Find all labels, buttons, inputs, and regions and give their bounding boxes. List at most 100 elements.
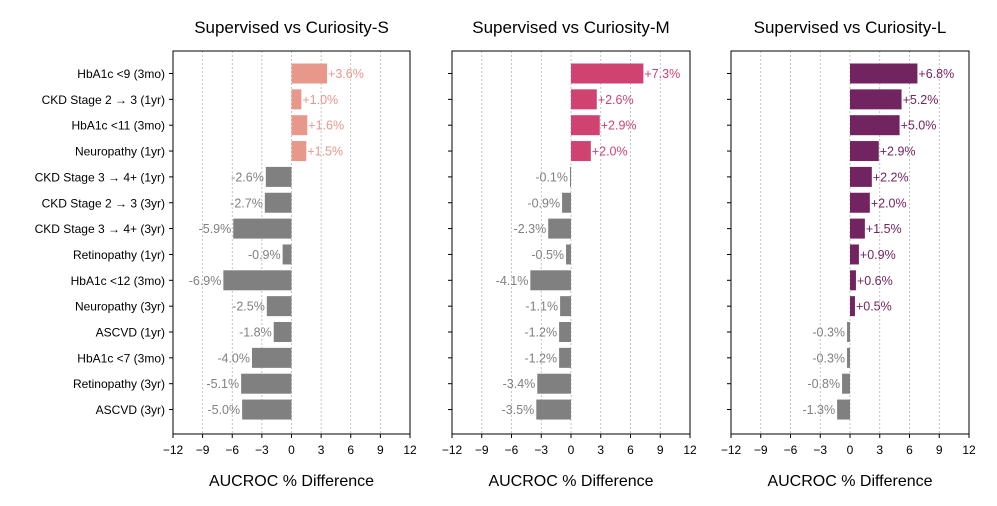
x-tick-label: 3 — [876, 443, 883, 457]
bar-value-label: +1.5% — [307, 145, 343, 159]
bar-value-label: +7.3% — [644, 67, 680, 81]
bar — [537, 373, 571, 394]
bar-value-label: +1.5% — [866, 222, 902, 236]
x-axis-label: AUCROC % Difference — [488, 473, 653, 490]
bar — [530, 270, 571, 291]
x-tick-label: −9 — [475, 443, 489, 457]
x-tick-label: 9 — [936, 443, 943, 457]
bar — [850, 141, 879, 162]
bar — [571, 115, 600, 136]
x-tick-label: 0 — [847, 443, 854, 457]
bar — [850, 244, 859, 265]
category-label: CKD Stage 2 → 3 (3yr) — [42, 196, 165, 210]
bar-value-label: -2.5% — [232, 300, 265, 314]
bar-value-label: +3.6% — [328, 67, 364, 81]
category-label: CKD Stage 2 → 3 (1yr) — [42, 93, 165, 107]
bar — [291, 63, 328, 84]
x-tick-label: 12 — [403, 443, 417, 457]
bar — [850, 218, 865, 239]
bar — [562, 192, 571, 213]
bar — [847, 322, 850, 342]
bar-value-label: -1.2% — [524, 326, 557, 340]
bar-value-label: +1.6% — [308, 119, 344, 133]
bar-value-label: +2.0% — [871, 196, 907, 210]
bar-value-label: +2.9% — [601, 119, 637, 133]
bar-value-label: -4.0% — [217, 351, 250, 365]
bar-value-label: +0.9% — [860, 248, 896, 262]
bar-value-label: -0.8% — [807, 377, 840, 391]
x-tick-label: 0 — [288, 443, 295, 457]
chart-title: Supervised vs Curiosity-S — [194, 18, 389, 37]
bar-value-label: -6.9% — [189, 274, 222, 288]
bar-value-label: +5.2% — [903, 93, 939, 107]
bar — [850, 296, 855, 317]
category-label: HbA1c <9 (3mo) — [77, 67, 165, 81]
x-tick-label: −12 — [163, 443, 184, 457]
category-label: HbA1c <12 (3mo) — [71, 274, 165, 288]
bar — [241, 373, 292, 394]
x-tick-label: −9 — [754, 443, 768, 457]
x-tick-label: −12 — [721, 443, 742, 457]
x-tick-label: 6 — [906, 443, 913, 457]
bar — [842, 373, 850, 394]
bar — [559, 322, 571, 342]
bar-value-label: -4.1% — [496, 274, 529, 288]
bar — [847, 347, 850, 368]
category-label: Neuropathy (3yr) — [75, 300, 165, 314]
bar-value-label: +1.0% — [302, 93, 338, 107]
x-tick-label: −6 — [225, 443, 239, 457]
bar — [837, 399, 850, 420]
bar — [536, 399, 571, 420]
x-tick-label: −3 — [813, 443, 827, 457]
bar — [850, 63, 918, 84]
bar-value-label: -2.7% — [230, 196, 263, 210]
x-tick-label: 12 — [683, 443, 697, 457]
plot-frame — [172, 50, 411, 435]
bar-value-label: -3.4% — [503, 377, 536, 391]
bar — [559, 347, 571, 368]
category-label: ASCVD (1yr) — [96, 326, 165, 340]
chart-panel-3: Supervised vs Curiosity-L +6.8% +5.2% +5.0%… — [721, 18, 976, 490]
category-label: ASCVD (3yr) — [96, 403, 165, 417]
category-label: CKD Stage 3 → 4+ (3yr) — [35, 222, 165, 236]
bar-value-label: +0.5% — [856, 300, 892, 314]
x-tick-label: 6 — [627, 443, 634, 457]
bar — [850, 192, 870, 213]
x-tick-label: 9 — [657, 443, 664, 457]
chart-title: Supervised vs Curiosity-L — [754, 18, 947, 37]
x-tick-label: −6 — [505, 443, 519, 457]
x-tick-label: −3 — [534, 443, 548, 457]
x-axis-label: AUCROC % Difference — [767, 473, 932, 490]
x-tick-label: −3 — [255, 443, 269, 457]
category-label: CKD Stage 3 → 4+ (1yr) — [35, 170, 165, 184]
bar — [291, 89, 302, 110]
bar-value-label: +2.0% — [592, 145, 628, 159]
chart-panel-1: Supervised vs Curiosity-S +3.6% HbA1c <9 (… — [35, 18, 417, 490]
bar-value-label: -1.8% — [239, 326, 272, 340]
bar — [223, 270, 292, 291]
bar — [571, 63, 644, 84]
bar-value-label: -5.1% — [206, 377, 239, 391]
x-tick-label: −12 — [442, 443, 463, 457]
bar-value-label: -2.3% — [514, 222, 547, 236]
bar-value-label: +2.2% — [873, 170, 909, 184]
bar — [264, 192, 292, 213]
bar-value-label: -5.9% — [199, 222, 232, 236]
bar — [242, 399, 292, 420]
chart-panel-2: Supervised vs Curiosity-M +7.3% +2.6% +2.9%… — [442, 18, 697, 490]
x-tick-label: −9 — [196, 443, 210, 457]
bar-value-label: -1.3% — [802, 403, 835, 417]
bar-value-label: -1.1% — [525, 300, 558, 314]
x-tick-label: 3 — [318, 443, 325, 457]
bar-value-label: -1.2% — [524, 351, 557, 365]
bar — [548, 218, 571, 239]
x-tick-label: −6 — [784, 443, 798, 457]
bar — [291, 115, 308, 136]
bar — [233, 218, 292, 239]
category-label: HbA1c <7 (3mo) — [77, 351, 165, 365]
bar-value-label: -0.1% — [535, 170, 568, 184]
bar — [850, 270, 856, 291]
bar — [850, 89, 902, 110]
bar — [291, 141, 307, 162]
